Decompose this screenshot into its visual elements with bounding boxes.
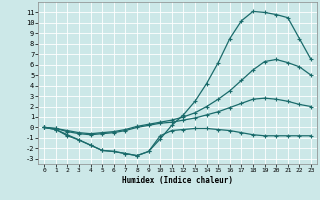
X-axis label: Humidex (Indice chaleur): Humidex (Indice chaleur) [122,176,233,185]
